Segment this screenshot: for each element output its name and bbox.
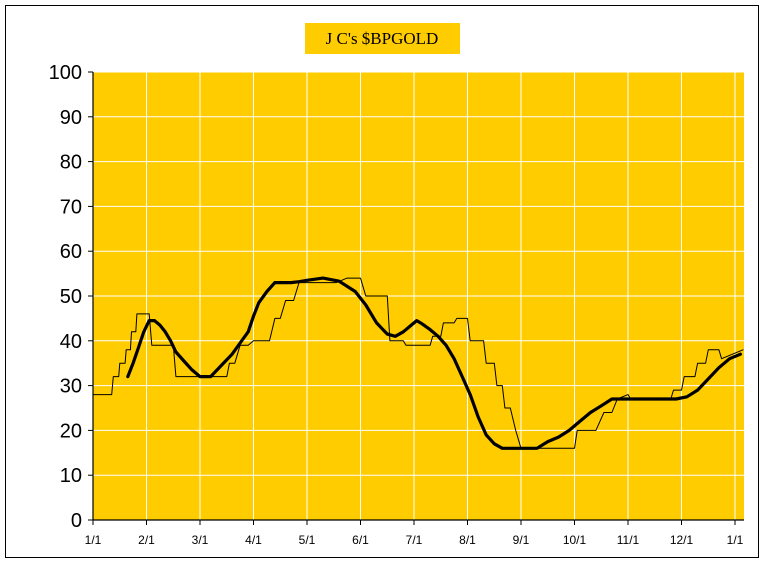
y-tick-label: 50: [60, 286, 82, 308]
chart-svg: J C's $BPGOLD 0 10 20 30 40 50 60 70 80 90 100 1/1…: [49, 23, 744, 547]
x-tick-label: 1/1: [85, 533, 102, 547]
y-tick-label: 30: [60, 376, 82, 398]
y-tick-label: 70: [60, 196, 82, 218]
x-tick-label: 6/1: [352, 533, 369, 547]
y-tick-label: 10: [60, 465, 82, 487]
x-tick-label: 11/1: [617, 533, 640, 547]
title-background: [305, 23, 460, 54]
chart-frame: J C's $BPGOLD 0 10 20 30 40 50 60 70 80 90 100 1/1…: [5, 5, 759, 558]
x-tick-label: 7/1: [406, 533, 423, 547]
x-tick-label: 12/1: [670, 533, 694, 547]
x-tick-label: 8/1: [459, 533, 476, 547]
series-layer: [92, 276, 744, 450]
y-tick-label: 40: [60, 331, 82, 353]
x-tick-label: 3/1: [192, 533, 209, 547]
series-smooth-line: [126, 276, 743, 450]
x-tick-label: 10/1: [563, 533, 587, 547]
x-tick-label: 9/1: [513, 533, 530, 547]
x-axis-ticks: 1/1 2/1 3/1 4/1 5/1 6/1 7/1 8/1 9/1 10/1 11/1 12/1 1…: [85, 520, 744, 547]
y-tick-label: 20: [60, 420, 82, 442]
chart-title-box: J C's $BPGOLD: [305, 23, 460, 54]
y-tick-label: 100: [49, 62, 82, 84]
y-axis-ticks: 0 10 20 30 40 50 60 70 80 90 100: [49, 62, 93, 532]
x-tick-label: 2/1: [138, 533, 155, 547]
y-tick-label: 80: [60, 152, 82, 174]
y-tick-label: 0: [71, 510, 82, 532]
chart-title: J C's $BPGOLD: [326, 29, 439, 48]
y-tick-label: 60: [60, 241, 82, 263]
grid-lines: [93, 71, 744, 520]
x-tick-label: 4/1: [245, 533, 262, 547]
y-tick-label: 90: [60, 107, 82, 129]
x-tick-label: 1/1: [727, 533, 744, 547]
x-tick-label: 5/1: [299, 533, 316, 547]
